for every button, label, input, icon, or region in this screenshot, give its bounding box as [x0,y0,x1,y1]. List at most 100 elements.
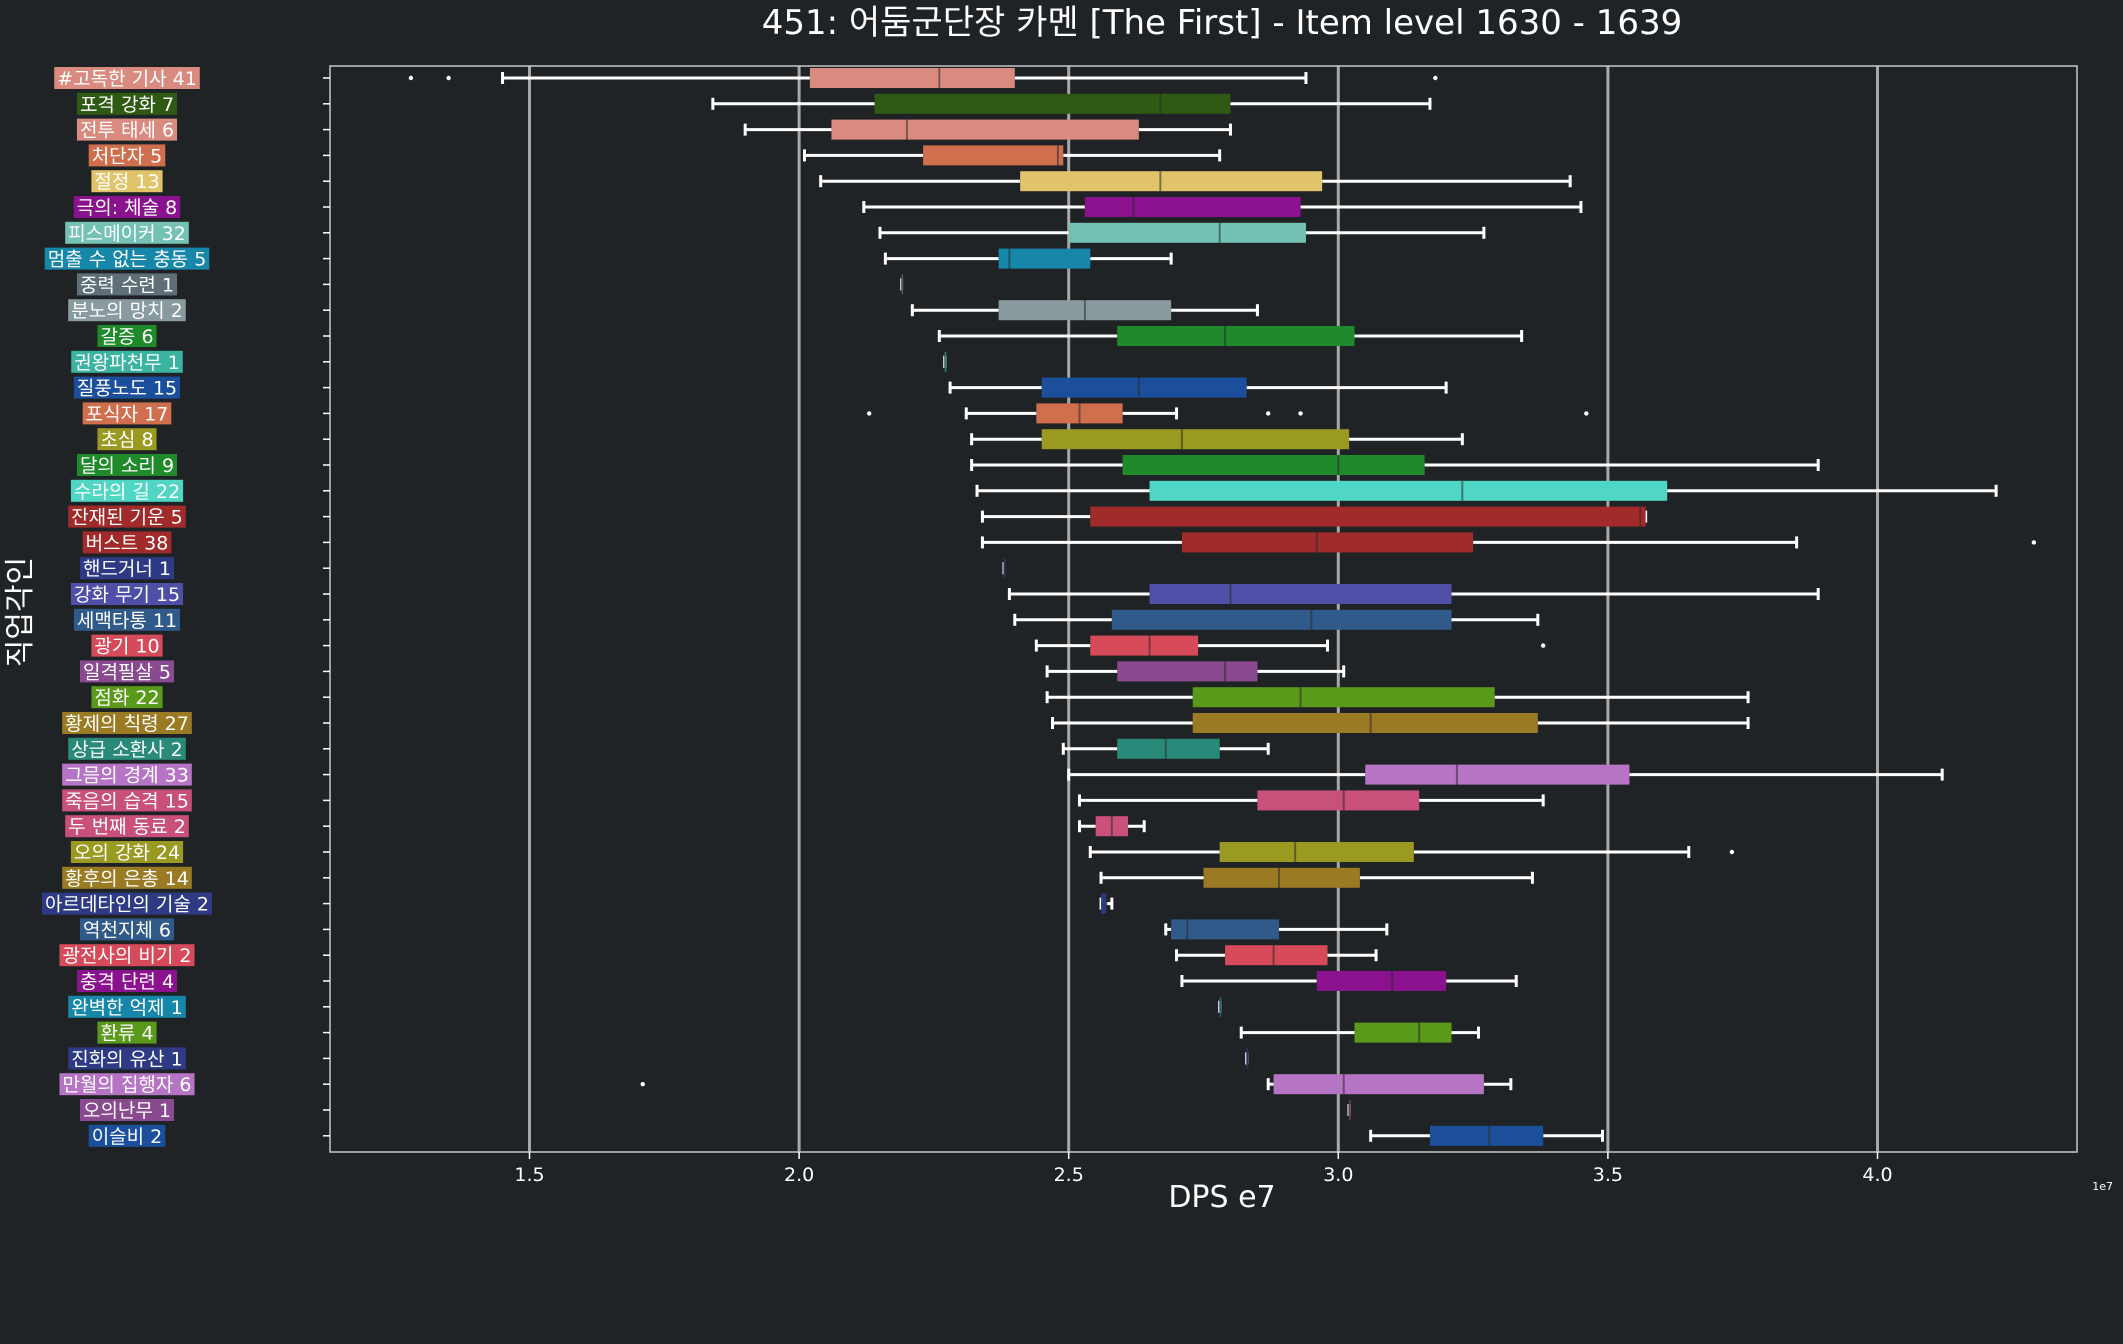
box-group [1347,1100,1351,1120]
iqr-box [1101,893,1107,914]
iqr-box [1117,326,1355,346]
category-label: 강화 무기 15 [70,583,184,606]
box-group [1061,738,1270,759]
category-label: 황후의 은총 14 [62,866,192,890]
category-label: 권왕파천무 1 [71,350,183,374]
category-label-text: 일격필살 5 [83,661,171,683]
category-label-text: 권왕파천무 1 [74,352,180,374]
category-label-text: 극의: 체술 8 [77,197,178,219]
box-group [1077,790,1545,811]
category-label: 극의: 체술 8 [73,196,181,219]
category-label-text: 상급 소환사 2 [71,739,183,761]
y-axis-ticks [323,77,330,1137]
category-label: 두 번째 동료 2 [65,815,189,838]
category-label-text: 두 번째 동료 2 [68,816,186,838]
box-group [1002,558,1006,579]
category-label: 잔재된 기운 5 [68,505,186,529]
category-label-text: 갈증 6 [100,326,153,348]
x-tick-label: 3.0 [1323,1164,1353,1186]
category-label-background [70,479,184,502]
category-label: #고독한 기사 41 [54,67,200,90]
iqr-box [1111,609,1452,630]
x-axis-label: DPS e7 [1168,1180,1275,1215]
category-label-text: 이슬비 2 [92,1126,163,1148]
iqr-box [1117,738,1220,759]
box-group [980,532,2037,553]
category-label: 달의 소리 9 [76,454,178,477]
category-label-background [71,350,183,373]
outlier-point [866,411,872,416]
category-label-text: 전투 태세 6 [80,120,174,142]
category-label-background [41,892,213,915]
category-label-text: 멈출 수 없는 충동 5 [48,249,207,271]
category-label: 처단자 5 [88,144,166,167]
category-label: 죽음의 습격 15 [62,789,192,812]
plot-area-frame [329,65,2078,1153]
category-label: 그믐의 경계 33 [62,763,192,787]
category-label-background [82,531,172,554]
category-label-background [76,970,178,992]
category-label-text: 달의 소리 9 [80,455,174,477]
outlier-point [408,75,414,81]
box-group [1245,1048,1249,1069]
category-label: 상급 소환사 2 [68,737,186,761]
box-group [937,326,1524,346]
box-group [970,455,1820,475]
category-label: 세맥타통 11 [73,608,181,632]
category-label-background [97,325,157,347]
category-label-text: 완벽한 억제 1 [71,997,183,1019]
category-label-text: 분노의 망치 2 [71,300,183,322]
box-group [1239,1022,1480,1043]
box-series [408,68,2037,1146]
box-group [743,119,1232,140]
iqr-box [1020,171,1323,192]
category-label: 피스메이커 32 [65,221,189,245]
category-label: 이슬비 2 [88,1124,166,1148]
category-label: 포식자 17 [82,402,172,425]
iqr-box [1171,919,1279,940]
category-label-text: 질풍노도 15 [77,378,177,400]
box-group [1175,945,1378,966]
box-group [1164,919,1389,940]
category-label-background [59,944,195,967]
iqr-box [874,93,1231,114]
category-label: 수라의 길 22 [70,479,184,503]
category-label-text: 아르데타인의 기술 2 [45,894,209,916]
category-label-text: 죽음의 습격 15 [65,790,189,812]
category-label-background [76,273,178,296]
x-tick-label: 2.0 [784,1164,814,1186]
category-label-background [82,402,172,425]
category-label: 핸드거너 1 [79,557,175,580]
category-label-text: 광전사의 비기 2 [62,945,191,967]
category-label-background [76,118,178,141]
iqr-box [831,119,1139,140]
category-label-background [44,247,210,270]
box-group [948,377,1448,398]
iqr-box [1354,1022,1452,1043]
category-label-text: 그믐의 경계 33 [65,765,189,787]
x-tick-label: 3.5 [1593,1164,1623,1186]
outlier-point [1433,75,1438,81]
iqr-box [1316,971,1447,991]
box-group [1007,584,1820,604]
category-label-text: 수라의 길 22 [74,481,180,503]
outlier-point [640,1082,645,1087]
category-label: 포격 강화 7 [76,92,178,116]
category-label: 황제의 칙령 27 [62,712,192,735]
iqr-box [1117,661,1258,682]
category-label-text: 처단자 5 [92,145,163,167]
category-label-background [79,1099,175,1121]
iqr-box [1084,197,1301,217]
iqr-box [1219,842,1414,862]
category-label-background [91,170,163,193]
category-label-text: 강화 무기 15 [74,584,180,606]
iqr-box [1149,480,1668,501]
iqr-box [1365,764,1630,785]
category-label-text: 포격 강화 7 [80,94,174,116]
category-label-background [68,995,186,1018]
iqr-box [809,68,1015,88]
category-label-background [68,737,186,760]
x-tick-label: 2.5 [1054,1164,1084,1186]
box-group [910,300,1259,321]
category-label-text: 핸드거너 1 [83,558,171,580]
